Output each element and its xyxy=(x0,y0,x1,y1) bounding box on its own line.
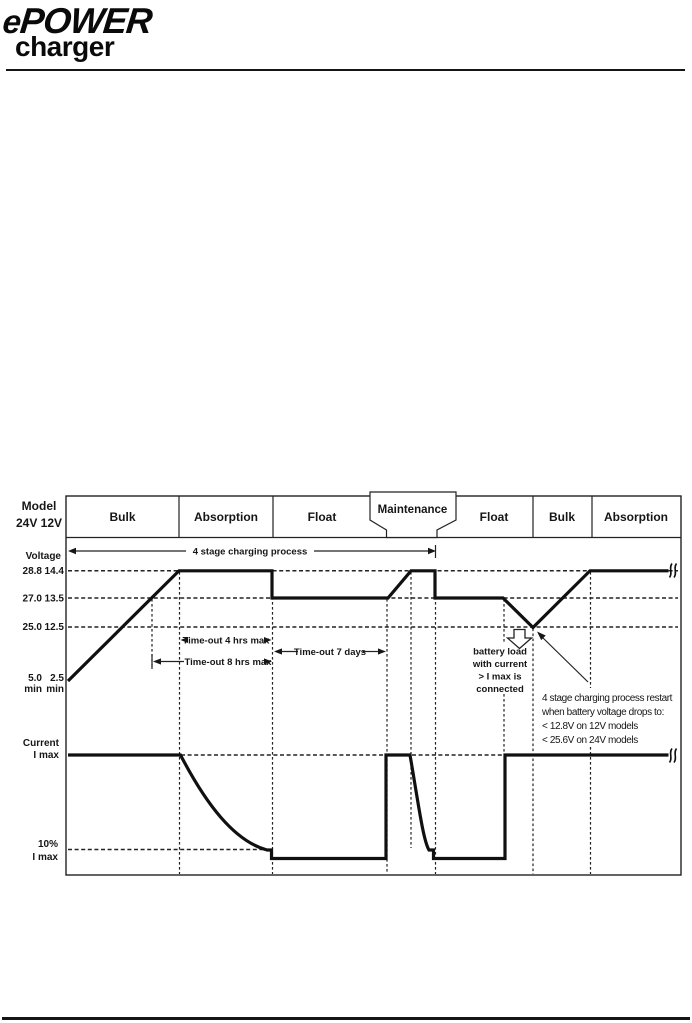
arrowhead-left-icon xyxy=(153,658,161,665)
voltage-axis-title: Voltage xyxy=(26,551,62,562)
process-span-arrow: 4 stage charging process xyxy=(68,545,437,558)
battery-load-line: with current xyxy=(472,659,528,670)
arrowhead-right-icon xyxy=(428,547,436,555)
timeout-4h-arrow: Time-out 4 hrs max xyxy=(180,636,272,647)
current-axis: Current I max 10% I max xyxy=(23,738,60,863)
tick-12v-start: 2.5 xyxy=(50,673,64,684)
voltage-axis: Voltage 28.8 14.4 27.0 13.5 25.0 12.5 5.… xyxy=(23,551,65,695)
stage-header-row: Bulk Absorption Float Maintenance Float … xyxy=(109,504,668,524)
arrowhead-right-icon xyxy=(264,658,272,665)
stage-label-absorption-2: Absorption xyxy=(604,510,668,524)
tick-24v-start-unit: min xyxy=(24,684,42,695)
restart-note-line: < 25.6V on 24V models xyxy=(542,735,638,746)
restart-note-line: when battery voltage drops to: xyxy=(541,707,664,718)
battery-load-text-backing xyxy=(471,644,529,694)
arrowhead-right-icon xyxy=(264,637,272,643)
model-title: Model xyxy=(22,499,57,513)
brand-logo-charger: charger xyxy=(15,31,115,62)
break-stroke xyxy=(673,748,678,763)
tick-24v-250: 25.0 xyxy=(23,622,43,633)
stage-label-bulk-2: Bulk xyxy=(549,510,575,524)
arrowhead-left-icon xyxy=(274,648,282,655)
tick-10pct-imax: I max xyxy=(32,852,58,863)
arrowhead-left-icon xyxy=(180,637,188,643)
tick-12v-144: 14.4 xyxy=(45,566,65,577)
gridlines xyxy=(68,570,678,874)
voltage-waveform xyxy=(66,569,669,683)
timeout-4h-label: Time-out 4 hrs max xyxy=(183,636,271,647)
pointer-line xyxy=(540,635,589,683)
tick-12v-start-unit: min xyxy=(46,684,64,695)
charging-stages-diagram: 4 stage charging process Time-out 4 hrs … xyxy=(16,491,682,876)
arrowhead-left-icon xyxy=(68,547,76,555)
timeout-8h-label: Time-out 8 hrs max xyxy=(185,657,273,668)
voltage-axis-break-icon xyxy=(668,563,678,578)
restart-note-backing xyxy=(539,688,679,746)
model-label: Model 24V 12V xyxy=(16,499,62,530)
stage-label-float-2: Float xyxy=(480,510,509,524)
timeout-7d-arrow: Time-out 7 days xyxy=(274,647,386,658)
restart-note: 4 stage charging process restart when ba… xyxy=(537,631,673,746)
timeout-8h-arrow: Time-out 8 hrs max xyxy=(151,654,273,669)
process-span-label: 4 stage charging process xyxy=(193,547,308,558)
plot-border xyxy=(65,495,682,876)
restart-note-line: < 12.8V on 12V models xyxy=(542,721,638,732)
model-voltages: 24V 12V xyxy=(16,516,62,530)
tick-12v-135: 13.5 xyxy=(45,594,65,605)
stage-label-bulk-1: Bulk xyxy=(109,510,135,524)
battery-load-line: > I max is xyxy=(478,672,521,683)
tick-24v-288: 28.8 xyxy=(23,566,43,577)
break-stroke xyxy=(668,748,673,763)
battery-load-line: connected xyxy=(476,684,524,695)
footer-rule xyxy=(2,1017,690,1020)
tick-24v-start: 5.0 xyxy=(28,673,42,684)
stage-label-maintenance: Maintenance xyxy=(378,504,448,516)
chart-frame xyxy=(65,491,682,876)
arrowhead-right-icon xyxy=(378,648,386,655)
tick-10pct: 10% xyxy=(38,839,58,850)
tick-24v-270: 27.0 xyxy=(23,594,43,605)
restart-note-line: 4 stage charging process restart xyxy=(542,693,673,704)
timeout-7d-label: Time-out 7 days xyxy=(294,647,366,658)
header-rule xyxy=(6,69,685,71)
current-axis-title: Current xyxy=(23,738,60,749)
current-waveform xyxy=(68,753,669,861)
break-stroke xyxy=(668,563,673,578)
tick-12v-125: 12.5 xyxy=(45,622,65,633)
break-stroke xyxy=(673,563,678,578)
load-connected-down-arrow-icon xyxy=(505,628,534,650)
battery-load-line: battery load xyxy=(473,647,527,658)
tick-imax: I max xyxy=(33,750,59,761)
current-axis-break-icon xyxy=(668,748,678,763)
pointer-arrowhead-icon xyxy=(537,631,546,641)
stage-label-absorption-1: Absorption xyxy=(194,510,258,524)
battery-load-note: battery load with current > I max is con… xyxy=(472,647,528,696)
stage-label-float-1: Float xyxy=(308,510,337,524)
maintenance-label-bracket xyxy=(369,491,457,539)
